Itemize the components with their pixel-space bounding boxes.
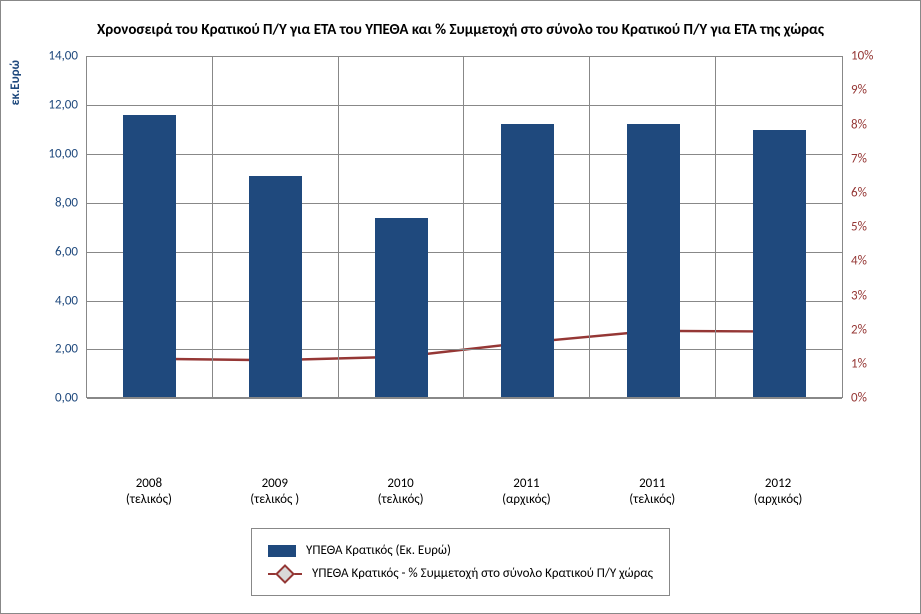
x-label-year: 2010 bbox=[378, 476, 424, 492]
y-left-tick: 12,00 bbox=[48, 98, 78, 113]
x-label: 2008(τελικός) bbox=[126, 476, 172, 507]
bar bbox=[753, 130, 806, 397]
x-label-sub: (τελικός) bbox=[126, 492, 172, 508]
x-label-year: 2012 bbox=[754, 476, 803, 492]
y-left-tick: 4,00 bbox=[55, 293, 78, 308]
y-left-tick: 2,00 bbox=[55, 342, 78, 357]
y-left-tick: 14,00 bbox=[48, 49, 78, 64]
y-left-axis-label: εκ.Ευρώ bbox=[8, 60, 23, 105]
x-label: 2011(αρχικός) bbox=[502, 476, 551, 507]
x-label: 2011(τελικός) bbox=[629, 476, 675, 507]
gridline bbox=[87, 398, 842, 399]
x-label-year: 2011 bbox=[502, 476, 551, 492]
x-label-sub: (τελικός) bbox=[629, 492, 675, 508]
legend-label: ΥΠΕΘΑ Κρατικός - % Συμμετοχή στο σύνολο … bbox=[312, 566, 653, 581]
y-right-tick: 3% bbox=[851, 288, 867, 303]
y-right-tick: 1% bbox=[851, 357, 867, 372]
legend-label: ΥΠΕΘΑ Κρατικός (Εκ. Ευρώ) bbox=[306, 543, 451, 558]
chart-title: Χρονοσειρά του Κρατικού Π/Υ για ΕΤΑ του … bbox=[2, 2, 919, 46]
x-label-year: 2009 bbox=[250, 476, 299, 492]
legend-item-line: ΥΠΕΘΑ Κρατικός - % Συμμετοχή στο σύνολο … bbox=[268, 562, 653, 585]
bar-swatch-icon bbox=[268, 545, 296, 557]
line-marker-icon bbox=[268, 567, 302, 581]
bar bbox=[249, 176, 302, 397]
y-left-tick: 0,00 bbox=[55, 391, 78, 406]
y-left-tick: 10,00 bbox=[48, 146, 78, 161]
plot-area bbox=[86, 56, 843, 398]
x-label: 2009(τελικός ) bbox=[250, 476, 299, 507]
plot-wrap: εκ.Ευρώ 0,002,004,006,008,0010,0012,0014… bbox=[30, 56, 891, 470]
y-right-tick: 4% bbox=[851, 254, 867, 269]
bar bbox=[123, 115, 176, 397]
y-axis-left: 0,002,004,006,008,0010,0012,0014,00 bbox=[30, 56, 86, 398]
legend: ΥΠΕΘΑ Κρατικός (Εκ. Ευρώ) ΥΠΕΘΑ Κρατικός… bbox=[251, 528, 670, 596]
x-label-sub: (αρχικός) bbox=[754, 492, 803, 508]
legend-item-bar: ΥΠΕΘΑ Κρατικός (Εκ. Ευρώ) bbox=[268, 539, 653, 562]
y-left-tick: 8,00 bbox=[55, 195, 78, 210]
y-right-tick: 5% bbox=[851, 220, 867, 235]
bar bbox=[501, 124, 554, 398]
y-right-tick: 10% bbox=[851, 49, 873, 64]
x-label-sub: (αρχικός) bbox=[502, 492, 551, 508]
y-right-tick: 0% bbox=[851, 391, 867, 406]
y-right-tick: 6% bbox=[851, 186, 867, 201]
chart-container: Χρονοσειρά του Κρατικού Π/Υ για ΕΤΑ του … bbox=[2, 2, 919, 612]
y-right-tick: 8% bbox=[851, 117, 867, 132]
x-label-year: 2011 bbox=[629, 476, 675, 492]
y-axis-right: 0%1%2%3%4%5%6%7%8%9%10% bbox=[843, 56, 891, 398]
y-right-tick: 7% bbox=[851, 151, 867, 166]
x-label-year: 2008 bbox=[126, 476, 172, 492]
y-right-tick: 9% bbox=[851, 83, 867, 98]
x-label-sub: (τελικός) bbox=[378, 492, 424, 508]
y-right-tick: 2% bbox=[851, 322, 867, 337]
x-label-sub: (τελικός ) bbox=[250, 492, 299, 508]
x-label: 2012(αρχικός) bbox=[754, 476, 803, 507]
bar bbox=[627, 124, 680, 398]
x-label: 2010(τελικός) bbox=[378, 476, 424, 507]
bar bbox=[375, 218, 428, 398]
x-axis-labels: 2008(τελικός)2009(τελικός )2010(τελικός)… bbox=[30, 470, 891, 522]
y-left-tick: 6,00 bbox=[55, 244, 78, 259]
